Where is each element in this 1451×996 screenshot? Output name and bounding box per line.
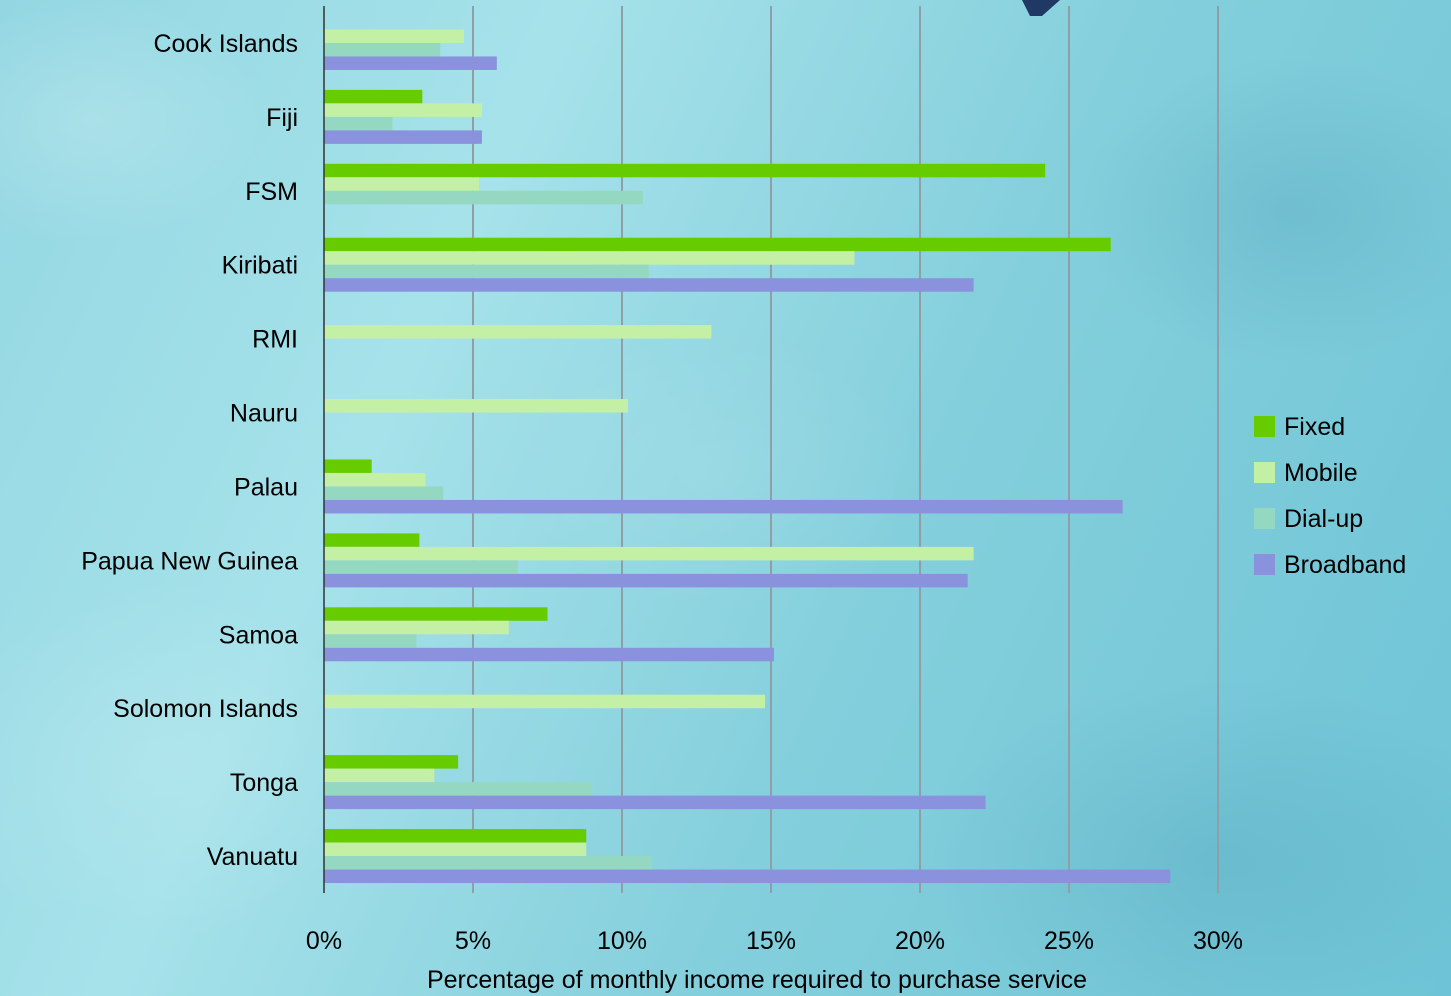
bar-broadband [324, 647, 774, 662]
bar-mobile [324, 842, 587, 857]
bar-mobile [324, 29, 465, 43]
bar-dial-up [324, 856, 652, 870]
x-tick-label: 5% [455, 927, 491, 955]
bar-fixed [324, 755, 459, 769]
bar-dial-up [324, 264, 649, 279]
x-tick-label: 30% [1193, 927, 1243, 955]
category-label: FSM [245, 178, 298, 206]
category-label: Solomon Islands [113, 695, 298, 723]
category-label: Papua New Guinea [81, 547, 298, 575]
bar-dial-up [324, 486, 444, 500]
legend-swatch [1254, 462, 1275, 483]
category-label: RMI [252, 326, 298, 354]
bar-fixed [324, 237, 1111, 252]
bar-fixed [324, 533, 420, 547]
legend-label: Dial-up [1284, 505, 1363, 533]
bar-fixed [324, 607, 548, 621]
x-tick-label: 0% [306, 927, 342, 955]
bar-mobile [324, 768, 435, 783]
category-label: Palau [234, 473, 298, 501]
bar-broadband [324, 56, 497, 70]
legend-label: Broadband [1284, 551, 1406, 579]
x-tick-label: 10% [597, 927, 647, 955]
x-tick-label: 25% [1044, 927, 1094, 955]
bar-dial-up [324, 42, 441, 57]
bar-fixed [324, 459, 372, 473]
bar-broadband [324, 499, 1123, 514]
legend-swatch [1254, 416, 1275, 437]
bar-dial-up [324, 190, 643, 205]
bar-mobile [324, 399, 628, 413]
x-axis-title: Percentage of monthly income required to… [427, 966, 1087, 994]
bar-fixed [324, 163, 1046, 178]
category-labels: Cook Islands Fiji FSM Kiribati RMI Nauru Palau… [81, 30, 298, 871]
category-label: Samoa [219, 621, 298, 649]
bar-mobile [324, 472, 426, 487]
bar-layer [324, 29, 1171, 884]
bar-dial-up [324, 782, 593, 796]
gridlines [472, 6, 1219, 893]
bar-mobile [324, 620, 509, 635]
x-tick-label: 20% [895, 927, 945, 955]
legend: Fixed Mobile Dial-up Broadband [1254, 413, 1406, 579]
legend-swatch [1254, 508, 1275, 529]
bar-mobile [324, 694, 766, 709]
bar-mobile [324, 251, 855, 265]
legend-label: Fixed [1284, 413, 1345, 441]
legend-swatch [1254, 554, 1275, 575]
bar-broadband [324, 795, 986, 810]
bar-mobile [324, 177, 479, 191]
bar-broadband [324, 130, 482, 144]
bar-dial-up [324, 634, 417, 648]
bar-broadband [324, 278, 974, 292]
category-label: Fiji [266, 104, 298, 132]
bar-broadband [324, 869, 1171, 884]
bar-fixed [324, 89, 423, 104]
bar-mobile [324, 103, 482, 117]
category-label: Vanuatu [207, 843, 298, 871]
bar-dial-up [324, 560, 518, 574]
legend-label: Mobile [1284, 459, 1358, 487]
category-label: Tonga [230, 769, 298, 797]
bar-mobile [324, 546, 974, 561]
category-label: Kiribati [222, 252, 298, 280]
bar-mobile [324, 325, 712, 339]
category-label: Nauru [230, 400, 298, 428]
bar-dial-up [324, 116, 393, 131]
x-tick-labels: 0% 5% 10% 15% 20% 25% 30% [306, 927, 1243, 955]
bar-broadband [324, 573, 968, 588]
category-label: Cook Islands [153, 30, 298, 58]
bar-fixed [324, 829, 587, 843]
x-tick-label: 15% [746, 927, 796, 955]
